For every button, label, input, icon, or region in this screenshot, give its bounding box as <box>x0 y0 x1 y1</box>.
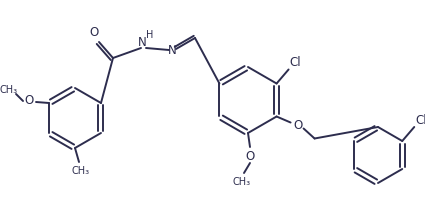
Text: O: O <box>293 119 302 132</box>
Text: H: H <box>146 30 154 40</box>
Text: CH₃: CH₃ <box>72 166 90 176</box>
Text: CH₃: CH₃ <box>233 177 251 187</box>
Text: O: O <box>245 151 255 163</box>
Text: O: O <box>24 95 34 107</box>
Text: N: N <box>138 36 146 48</box>
Text: Cl: Cl <box>290 56 301 69</box>
Text: CH₃: CH₃ <box>0 85 18 95</box>
Text: Cl: Cl <box>415 113 425 127</box>
Text: O: O <box>89 26 99 40</box>
Text: N: N <box>167 44 176 57</box>
